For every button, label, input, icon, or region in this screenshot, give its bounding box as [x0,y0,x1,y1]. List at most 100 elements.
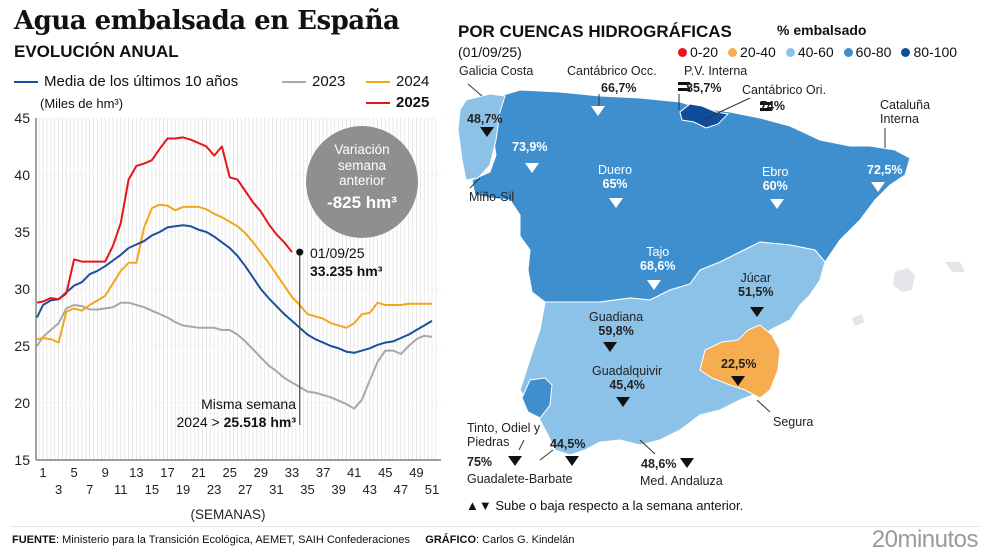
y-tick-label: 35 [14,224,30,240]
basin-value-tajo: 68,6% [640,259,676,274]
current-value: 33.235 hm³ [310,263,383,280]
x-tick-label: 39 [331,482,345,497]
map-legend-item: 80-100 [901,44,957,60]
map-legend-item: 60-80 [843,44,891,60]
same-week-label: Misma semana [201,396,296,412]
x-tick-label: 11 [114,482,128,497]
x-tick-label: 9 [102,465,109,480]
basin-label-cataluna-interna: Cataluña Interna [880,98,931,127]
equal-icons [678,82,772,111]
x-tick-label: 41 [347,465,361,480]
legend-dot-icon [728,47,738,57]
basin-name-guadalquivir: Guadalquivir [592,364,663,378]
x-tick-label: 27 [238,482,252,497]
bubble-line3: anterior [339,173,385,189]
x-tick-label: 25 [222,465,236,480]
basin-label-mino-sil: Miño-Sil [469,190,515,204]
map-legend-item: 0-20 [678,44,718,60]
graphic-label: GRÁFICO [425,534,477,546]
map-date: (01/09/25) [458,44,522,60]
basin-label-jucar: Júcar 51,5% [738,271,773,300]
map-legend-label: 40-60 [797,44,834,60]
x-tick-label: 19 [176,482,190,497]
down-arrow-icon [565,456,579,466]
source-label: FUENTE [12,534,56,546]
basin-label-ebro: Ebro 60% [762,165,788,194]
current-point-marker [296,248,304,256]
map-legend-item: 40-60 [785,44,834,60]
basin-label-guadalete-barbate: Guadalete-Barbate [467,472,573,486]
legend-label-avg: Media de los últimos 10 años [44,73,239,90]
same-week-prefix: 2024 > [176,414,220,431]
x-tick-label: 35 [300,482,314,497]
legend-dot-icon [901,47,911,57]
basin-value-tinto-odiel: 75% [467,455,493,469]
y-tick-label: 25 [14,338,30,354]
same-week-value: 25.518 hm³ [223,414,296,431]
bubble-value: -825 hm³ [327,192,397,212]
basin-value-cantabrico-occ: 66,7% [601,81,637,95]
basin-label-cantabrico-occ: Cantábrico Occ. [567,64,657,78]
legend-label-2023: 2023 [312,73,346,90]
x-tick-label: 43 [363,482,377,497]
series-line-2024 [36,203,432,344]
x-tick-label: 29 [254,465,268,480]
basin-value-duero: 65% [602,177,628,192]
basin-value-segura: 22,5% [721,357,757,371]
basin-value-guadalete-barbate: 44,5% [550,437,586,451]
map-legend-label: 80-100 [913,44,958,60]
legend-dot-icon [678,47,687,57]
map-legend-label: 20-40 [740,44,776,60]
bubble-line2: semana [337,157,387,173]
x-tick-label: 49 [409,465,423,480]
basin-name-duero: Duero [598,163,633,177]
current-annotation: 01/09/25 33.235 hm³ [310,244,382,280]
trend-arrows [480,106,885,468]
up-down-triangles-icon: ▲▼ [466,498,492,513]
series-group [36,136,433,410]
basin-value-guadiana: 59,8% [598,324,634,339]
down-arrow-icon [731,376,745,386]
current-date: 01/09/25 [310,245,365,261]
basin-name-tajo: Tajo [646,245,670,259]
legend-label-2024: 2024 [396,73,430,90]
down-arrow-icon [647,280,661,290]
map-title: POR CUENCAS HIDROGRÁFICAS [458,22,732,41]
map-legend-label: 0-20 [690,44,719,60]
legend-item-2025: 2025 [366,94,429,111]
x-tick-label: 33 [285,465,299,480]
chart-subtitle: EVOLUCIÓN ANUAL [14,42,179,61]
map-legend-item: 20-40 [728,44,776,60]
basin-value-jucar: 51,5% [738,285,774,300]
basin-label-guadalquivir: Guadalquivir 45,4% [592,364,662,393]
basin-label-duero: Duero 65% [598,163,632,192]
weekly-variation-bubble: Variación semana anterior -825 hm³ [306,126,418,238]
legend-swatch-avg [14,80,38,83]
source-text: : Ministerio para la Transición Ecológic… [56,534,410,546]
basin-value-cantabrico-ori: 74% [760,99,786,113]
spain-basins-map [457,82,965,468]
legend-dot-icon [843,47,853,57]
x-tick-label: 5 [71,465,78,480]
legend-label-2025: 2025 [396,94,430,111]
trend-note-text: Sube o baja respecto a la semana anterio… [495,498,744,513]
x-tick-label: 51 [425,482,439,497]
page-title: Agua embalsada en España [14,6,400,36]
map-legend-title: % embalsado [777,22,867,38]
basin-label-med-andaluza: Med. Andaluza [640,474,723,488]
basin-label-tajo: Tajo 68,6% [640,245,675,274]
legend-item-avg: Media de los últimos 10 años [14,73,238,90]
footer-divider [10,526,980,527]
down-arrow-icon [750,307,764,317]
leader-lines [467,83,886,461]
down-arrow-icon [508,456,522,466]
x-tick-label: 37 [316,465,330,480]
footer: FUENTE: Ministerio para la Transición Ec… [12,534,574,546]
region-pv-interna [679,103,730,129]
x-tick-label: 3 [55,482,62,497]
y-tick-label: 15 [14,452,30,468]
y-tick-label: 45 [14,110,30,126]
down-arrow-icon [770,199,784,209]
down-arrow-icon [616,397,630,407]
y-tick-label: 20 [14,395,30,411]
